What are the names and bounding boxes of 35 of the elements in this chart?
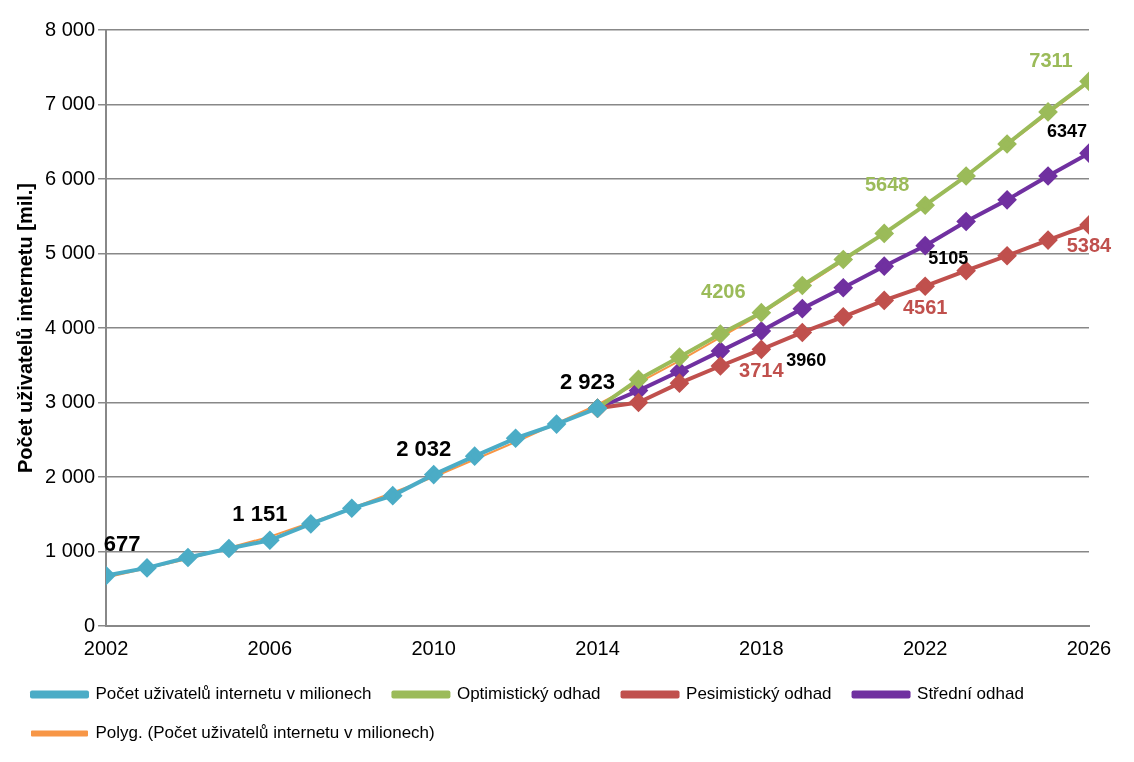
x-tick-label: 2010 [411,636,456,659]
data-label: 3960 [786,349,827,370]
y-tick-label: 1 000 [44,539,96,562]
data-label: 5648 [864,172,910,195]
data-label: 677 [103,530,141,556]
legend-label: Optimistický odhad [456,684,601,704]
y-tick-label: 5 000 [44,241,96,264]
data-label: 5105 [928,247,969,268]
data-label: 5384 [1066,234,1113,257]
y-tick-label: 2 000 [44,464,96,487]
y-tick-label: 6 000 [44,166,96,189]
x-tick-label: 2014 [575,636,620,659]
x-tick-label: 2022 [902,636,948,659]
x-tick-label: 2006 [247,636,293,659]
data-label: 2 923 [559,369,616,395]
data-label: 6347 [1046,121,1088,142]
x-tick-label: 2018 [739,636,784,659]
data-label: 1 151 [232,501,288,527]
y-tick-label: 4 000 [44,315,96,338]
data-label: 3714 [739,358,785,381]
data-label: 4561 [902,295,948,318]
y-tick-label: 3 000 [44,390,96,413]
data-label: 4206 [701,280,746,303]
y-tick-label: 7 000 [44,92,96,115]
legend-label: Polyg. (Počet uživatelů internetu v milionech) [95,723,435,743]
y-tick-label: 0 [83,613,96,636]
y-axis-title: Počet uživatelů internetu [mil.] [13,182,36,474]
legend-label: Střední odhad [917,684,1024,704]
y-tick-label: 8 000 [44,17,96,40]
legend-label: Pesimistický odhad [686,684,832,704]
data-label: 2 032 [396,435,452,461]
x-tick-label: 2002 [83,636,129,659]
legend-label: Počet uživatelů internetu v milionech [95,684,372,704]
x-tick-label: 2026 [1066,636,1112,659]
data-label: 7311 [1029,48,1073,71]
